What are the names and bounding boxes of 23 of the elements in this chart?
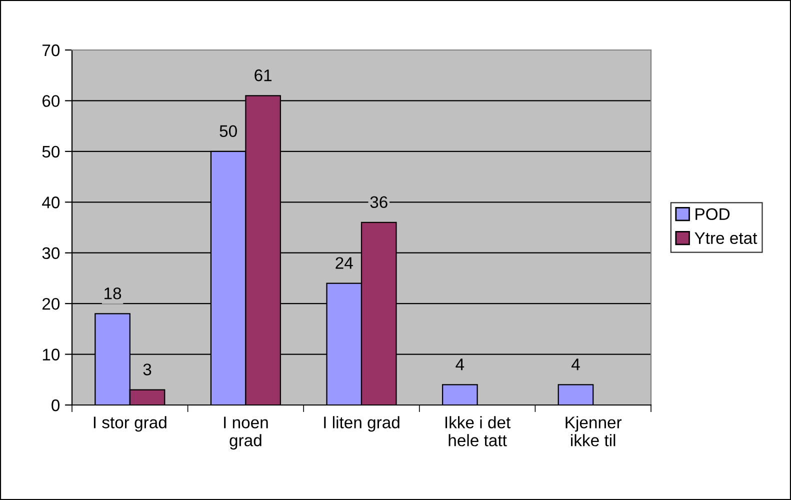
y-tick-label: 40 xyxy=(42,196,60,208)
y-tick-label: 70 xyxy=(42,44,60,56)
y-tick-label: 60 xyxy=(42,95,60,107)
legend-label: POD xyxy=(696,208,730,220)
data-label: 24 xyxy=(336,257,353,269)
data-label: 4 xyxy=(456,358,464,370)
x-tick-label: Ikke i det hele tatt xyxy=(445,416,511,446)
y-tick-label: 0 xyxy=(52,399,60,412)
y-tick-label: 10 xyxy=(42,348,60,360)
data-label: 18 xyxy=(104,288,122,300)
data-label: 4 xyxy=(571,358,580,370)
x-tick-label: I stor grad xyxy=(94,416,166,432)
x-tick-label: I noen grad xyxy=(224,416,268,450)
x-tick-label: Kjenner ikke til xyxy=(566,416,622,446)
y-tick-label: 20 xyxy=(42,298,60,310)
data-label: 61 xyxy=(254,69,272,82)
data-label: 36 xyxy=(370,196,388,208)
y-tick-label: 30 xyxy=(42,247,60,260)
x-tick-label: I liten grad xyxy=(324,416,400,432)
legend-label: Ytre etat xyxy=(694,232,758,244)
y-tick-label: 50 xyxy=(42,146,60,158)
data-label: 50 xyxy=(220,125,237,138)
data-label: 3 xyxy=(143,364,152,376)
